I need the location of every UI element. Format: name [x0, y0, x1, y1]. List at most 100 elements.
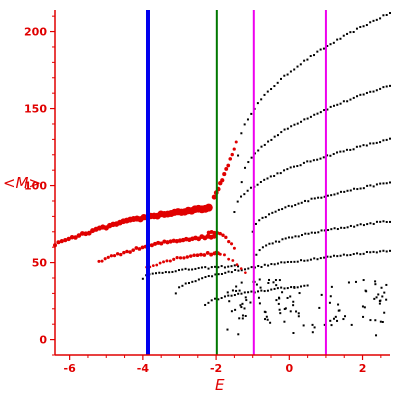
black-point	[259, 286, 262, 289]
red-point	[137, 247, 142, 251]
black-point	[311, 331, 314, 334]
red-point	[119, 252, 123, 257]
black-point	[372, 185, 375, 188]
black-point	[239, 304, 242, 307]
black-point	[326, 44, 329, 47]
black-point	[336, 192, 339, 195]
black-point	[276, 134, 279, 137]
black-point	[287, 236, 290, 239]
black-point	[188, 282, 190, 285]
black-point	[337, 309, 340, 312]
red-point	[178, 256, 183, 260]
red-point	[125, 249, 129, 254]
black-point	[369, 142, 372, 145]
black-point	[375, 334, 378, 337]
black-point	[230, 265, 233, 268]
red-point	[204, 203, 213, 212]
red-point	[86, 230, 92, 236]
y-tick-label: 200	[24, 26, 47, 39]
red-point	[168, 259, 172, 263]
black-point	[283, 308, 286, 311]
red-point	[156, 240, 161, 245]
black-point	[340, 226, 343, 229]
black-point	[283, 287, 286, 290]
black-point	[243, 307, 246, 310]
black-point	[181, 284, 184, 287]
red-point	[234, 140, 238, 144]
black-point	[382, 182, 385, 185]
black-point	[353, 225, 356, 228]
black-point	[326, 194, 329, 197]
black-point	[320, 229, 323, 232]
black-point	[326, 108, 329, 111]
black-point	[270, 288, 273, 291]
black-point	[356, 95, 359, 98]
black-point	[374, 319, 377, 322]
black-point	[255, 253, 258, 256]
red-point	[223, 253, 226, 257]
red-point	[199, 252, 203, 257]
black-point	[350, 323, 353, 326]
black-point	[261, 216, 264, 219]
black-point	[336, 103, 339, 106]
black-point	[256, 102, 259, 105]
black-point	[240, 181, 243, 184]
black-point	[265, 244, 268, 247]
red-point	[218, 231, 222, 236]
black-point	[207, 301, 210, 304]
black-point	[313, 257, 316, 260]
black-point	[389, 249, 391, 252]
black-point	[286, 168, 289, 171]
black-point	[234, 269, 237, 272]
black-point	[292, 332, 295, 335]
black-point	[383, 311, 386, 314]
black-point	[284, 237, 287, 240]
black-point	[382, 14, 385, 17]
black-point	[323, 256, 326, 259]
black-point	[306, 284, 309, 287]
black-point	[304, 199, 307, 202]
black-point	[318, 306, 321, 309]
black-point	[355, 27, 358, 30]
black-point	[289, 310, 292, 313]
red-point	[155, 263, 159, 267]
black-point	[353, 187, 356, 190]
black-point	[389, 181, 391, 184]
black-point	[369, 21, 372, 24]
black-point	[237, 154, 240, 157]
black-point	[247, 161, 250, 164]
plot-area	[53, 10, 391, 355]
black-point	[271, 211, 274, 214]
black-point	[226, 328, 229, 331]
black-point	[349, 253, 352, 256]
black-point	[295, 310, 298, 313]
black-point	[359, 187, 362, 190]
black-point	[352, 96, 355, 99]
black-point	[286, 287, 289, 290]
black-point	[286, 260, 289, 263]
red-point	[162, 260, 165, 264]
black-point	[283, 128, 286, 131]
x-tick-label: -2	[210, 362, 222, 375]
black-point	[337, 303, 340, 306]
black-point	[220, 296, 223, 299]
black-point	[264, 318, 267, 321]
black-point	[307, 200, 310, 203]
black-point	[194, 280, 197, 283]
black-point	[240, 132, 243, 135]
black-point	[300, 259, 303, 262]
black-point	[191, 268, 194, 271]
black-point	[263, 263, 266, 266]
red-point	[97, 259, 101, 263]
black-point	[328, 301, 331, 304]
black-point	[339, 150, 342, 153]
black-point	[276, 172, 279, 175]
black-point	[377, 293, 380, 296]
black-point	[237, 292, 240, 295]
black-point	[266, 177, 269, 180]
black-point	[210, 266, 213, 269]
black-point	[378, 302, 381, 305]
black-point	[347, 281, 350, 284]
black-point	[281, 208, 284, 211]
